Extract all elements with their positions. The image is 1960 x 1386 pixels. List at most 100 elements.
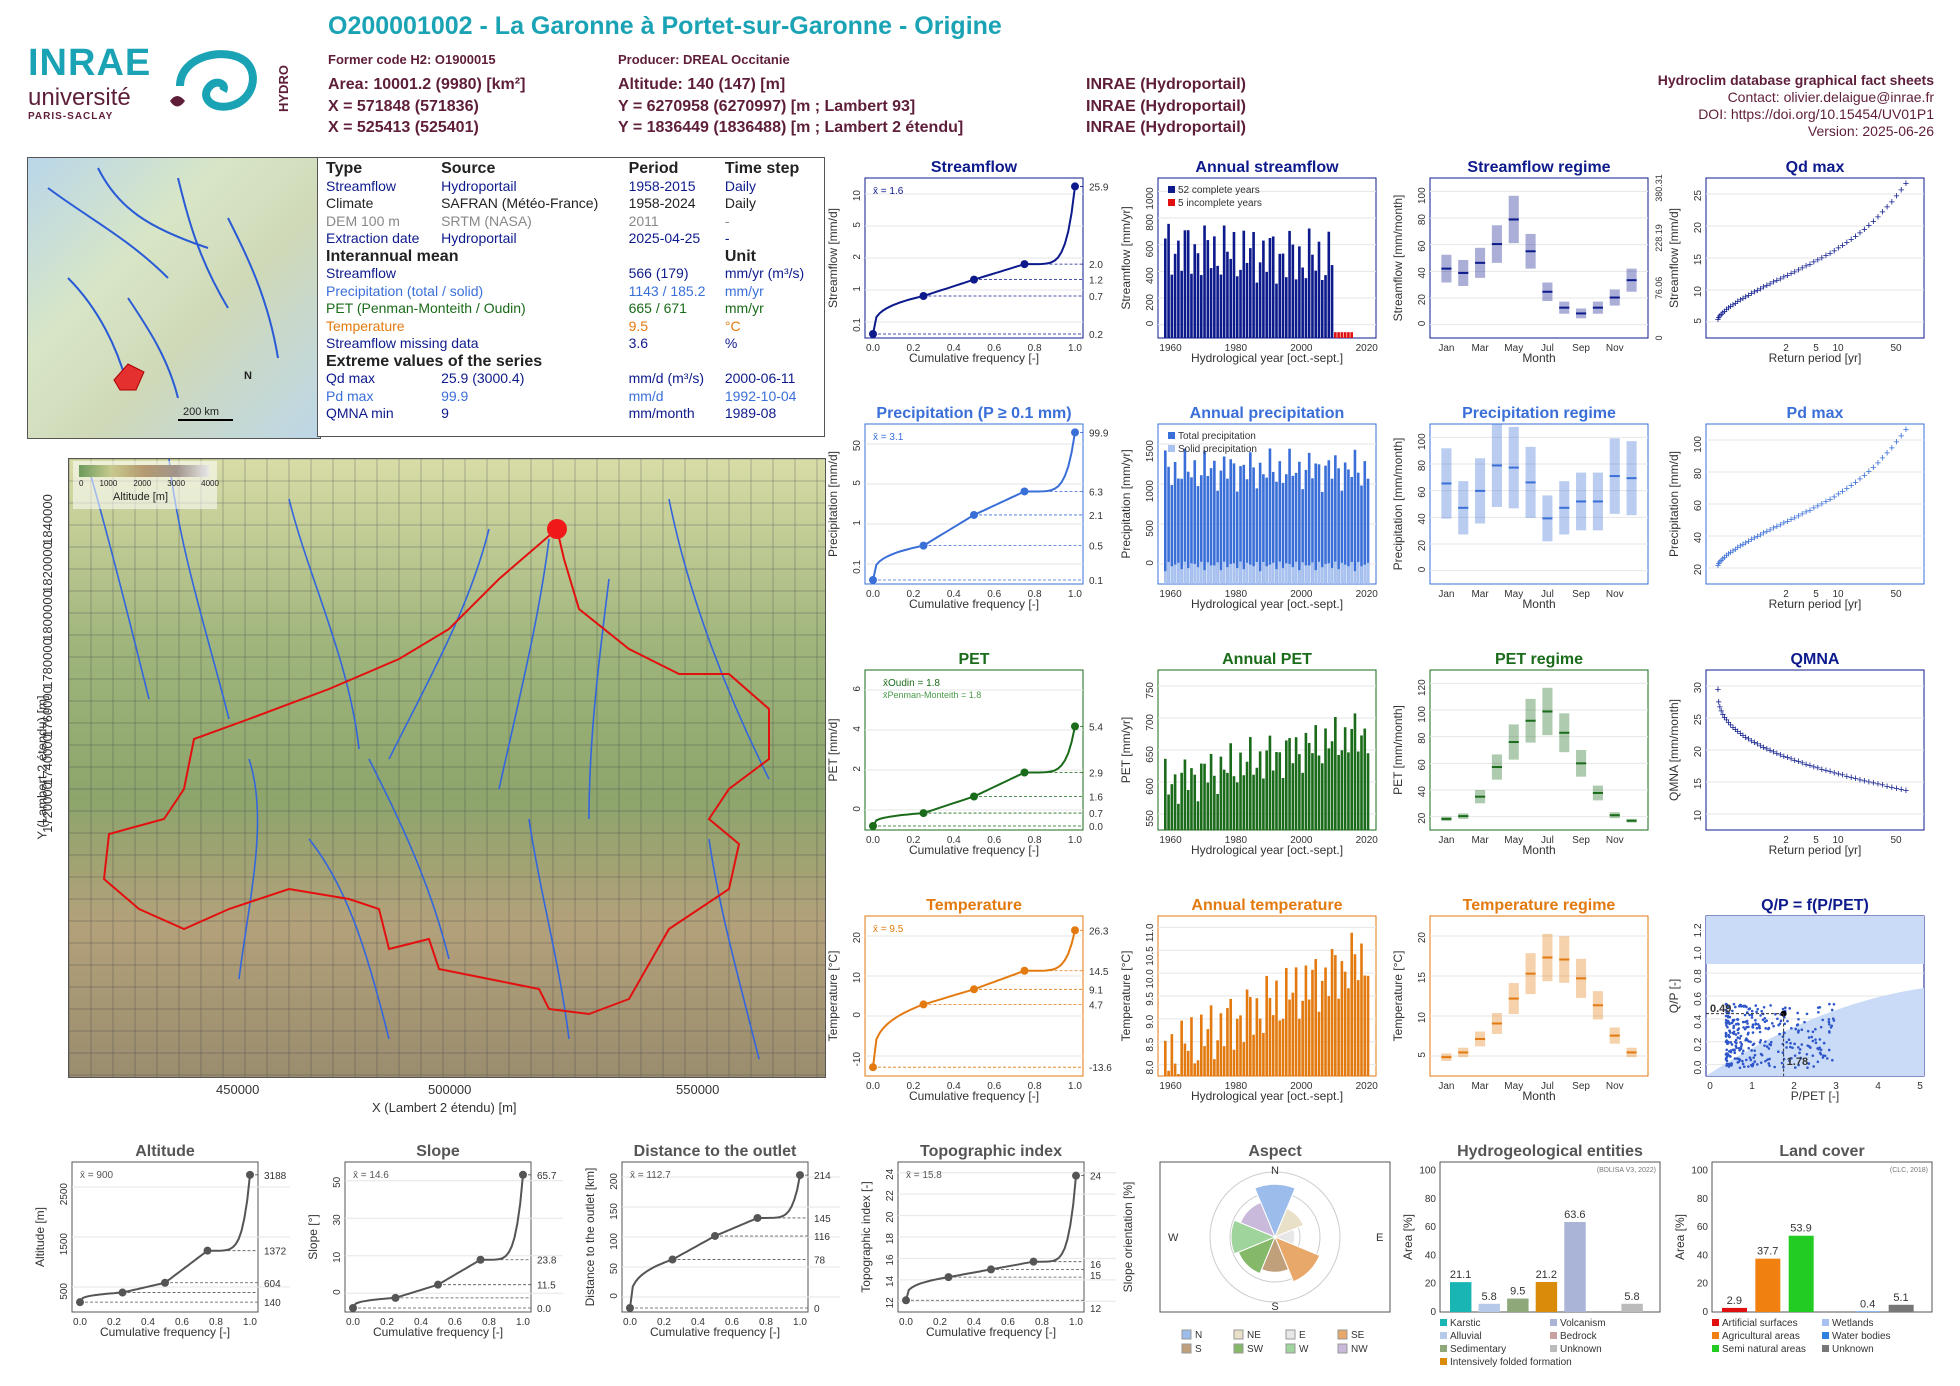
right-value-label: 0.5 <box>1089 542 1103 553</box>
y-tick-label: 30 <box>332 1214 343 1226</box>
th-type: Type <box>326 160 363 177</box>
x-tick-label: 0.6 <box>175 1317 189 1328</box>
cell: mm/d <box>628 387 664 404</box>
bar <box>1350 932 1353 1076</box>
scatter-point: + <box>1715 560 1721 572</box>
scatter-point <box>1765 1019 1768 1023</box>
bar <box>1232 1049 1236 1076</box>
x-axis-label: Cumulative frequency [-] <box>909 351 1039 365</box>
bar-solid <box>1213 565 1216 584</box>
mean-label: x̄Penman-Monteith = 1.8 <box>883 690 981 700</box>
bar <box>1755 1258 1781 1312</box>
scatter-point: + <box>1852 477 1858 489</box>
bar <box>1304 469 1308 584</box>
bar <box>1239 269 1242 338</box>
scatter-point: + <box>1792 755 1798 767</box>
bar <box>1209 468 1213 584</box>
bar <box>1173 1063 1177 1076</box>
contact[interactable]: Contact: olivier.delaigue@inrae.fr <box>1727 89 1934 105</box>
right-tick-label: 0 <box>1654 335 1664 340</box>
y-tick-label: 5 <box>1693 318 1704 324</box>
scatter-point <box>1751 1043 1755 1047</box>
doi[interactable]: DOI: https://doi.org/10.15454/UV01P1 <box>1698 106 1934 122</box>
bar <box>1170 274 1174 338</box>
scatter-point: + <box>1742 537 1748 549</box>
bar <box>1298 246 1301 338</box>
bar <box>1216 793 1219 830</box>
y-axis-label: Area [%] <box>1673 1214 1687 1260</box>
th-period: Period <box>628 160 679 177</box>
curve-point <box>1071 926 1079 935</box>
legend-swatch <box>1822 1332 1829 1339</box>
right-value-label: 1.6 <box>1089 792 1103 803</box>
bar <box>1226 251 1229 338</box>
bar <box>1262 778 1265 830</box>
bar <box>1281 482 1285 584</box>
scatter-point: + <box>1799 263 1805 275</box>
x-tick-label: 1960 <box>1159 835 1182 846</box>
scatter-point <box>1797 1018 1800 1021</box>
bar-solid <box>1173 564 1177 584</box>
right-value-label: 0.0 <box>537 1304 551 1315</box>
scatter-point <box>1766 1027 1770 1031</box>
bar <box>1330 949 1334 1076</box>
scatter-point <box>1797 1063 1800 1067</box>
scatter-point: + <box>1764 526 1770 538</box>
bar <box>1317 1011 1321 1076</box>
x-tick-label: 0.6 <box>987 1081 1001 1092</box>
y-tick-label: 100 <box>1417 187 1428 204</box>
y-axis-label: Area [%] <box>1401 1214 1415 1260</box>
scatter-point <box>1827 1020 1831 1024</box>
legend-swatch <box>1550 1319 1557 1326</box>
x-tick-label: 1980 <box>1225 589 1248 600</box>
bar <box>1298 461 1301 584</box>
scatter-point: + <box>1721 306 1727 318</box>
bar <box>1170 1034 1174 1076</box>
scatter-point: + <box>1770 277 1776 289</box>
bar <box>1320 279 1324 338</box>
france-minimap: 200 km N <box>27 157 321 439</box>
y-tick-label: 0.1 <box>852 318 863 332</box>
x-axis-label: Month <box>1522 1089 1555 1103</box>
mean-label: x̄ = 3.1 <box>873 432 904 443</box>
scatter-point: + <box>1827 248 1833 260</box>
y-axis-label: Precipitation [mm/month] <box>1391 438 1405 571</box>
bar-solid <box>1190 563 1193 584</box>
scatter-point <box>1794 1027 1798 1031</box>
x-tick-label: 0.6 <box>1001 1317 1015 1328</box>
y-lambert93: Y = 6270958 (6270997) [m ; Lambert 93] <box>618 98 916 115</box>
y-tick-label: 15 <box>1417 972 1428 984</box>
x-tick-label: 0.2 <box>906 1081 920 1092</box>
bar <box>1363 728 1367 830</box>
scatter-point <box>1772 1024 1775 1028</box>
cell: 2025-04-25 <box>628 230 701 246</box>
bar <box>1320 491 1324 584</box>
y-tick-label: 4 <box>852 726 863 732</box>
scatter-point <box>1764 1059 1767 1063</box>
curve-point <box>118 1288 127 1297</box>
cell: Climate <box>326 195 374 211</box>
bar <box>1173 253 1177 338</box>
scatter-point <box>1741 1059 1744 1063</box>
x-tick-label: 0.8 <box>1035 1317 1049 1328</box>
bar <box>1343 462 1347 584</box>
scatter-point <box>1768 1064 1771 1067</box>
scatter-point <box>1819 1025 1823 1029</box>
scatter-point <box>1737 1031 1740 1035</box>
y-tick-label: 24 <box>885 1168 896 1180</box>
scatter-point: + <box>1725 303 1731 315</box>
y-tick-label: 20 <box>852 932 863 944</box>
scatter-point <box>1810 1035 1814 1039</box>
x-tick-label: 0.2 <box>906 343 920 354</box>
scatter-point <box>1764 1027 1768 1030</box>
curve-point <box>668 1255 677 1264</box>
bar <box>1193 460 1197 584</box>
bar <box>1239 1015 1242 1076</box>
scatter-point <box>1725 1023 1728 1027</box>
bar <box>1347 332 1350 338</box>
scatter-point <box>1729 1041 1733 1044</box>
x-axis-label: Month <box>1522 843 1555 857</box>
y-tick-label: 40 <box>1693 532 1704 544</box>
bar-value-label: 5.8 <box>1481 1291 1496 1303</box>
right-value-label: 65.7 <box>537 1171 557 1182</box>
